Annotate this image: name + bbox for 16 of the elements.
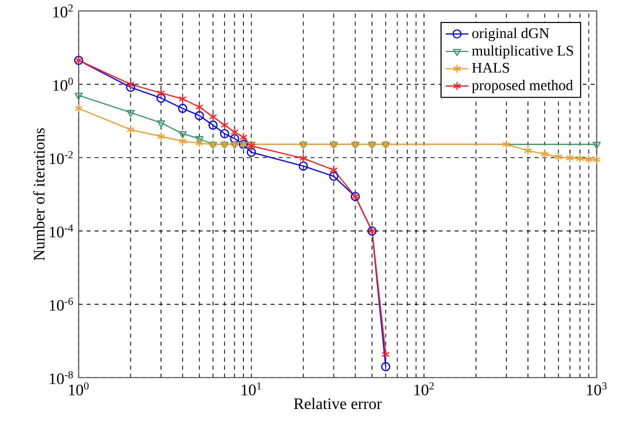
x-tick-label: 10$^{3}$ [587,382,607,396]
y-tick-label: 10$^{0}$ [53,78,73,91]
legend-label: proposed method [472,80,573,94]
legend-label: original dGN [472,28,550,42]
y-tick-label: 10$^{2}$ [53,4,73,18]
y-tick-label: 10$^{-6}$ [50,298,73,311]
legend-label: multiplicative LS [472,46,574,59]
y-tick-label: 10$^{-8}$ [50,371,73,384]
x-tick-label: 10$^{0}$ [69,382,89,396]
x-tick-label: 10$^{1}$ [242,382,262,396]
y-axis-title: Number of iterations [33,128,45,261]
x-tick-label: 10$^{2}$ [414,382,434,396]
y-tick-label: 10$^{-2}$ [50,151,73,164]
y-tick-label: 10$^{-4}$ [50,224,74,238]
x-axis-title: Relative error [294,398,382,410]
legend-label: HALS [472,63,510,73]
